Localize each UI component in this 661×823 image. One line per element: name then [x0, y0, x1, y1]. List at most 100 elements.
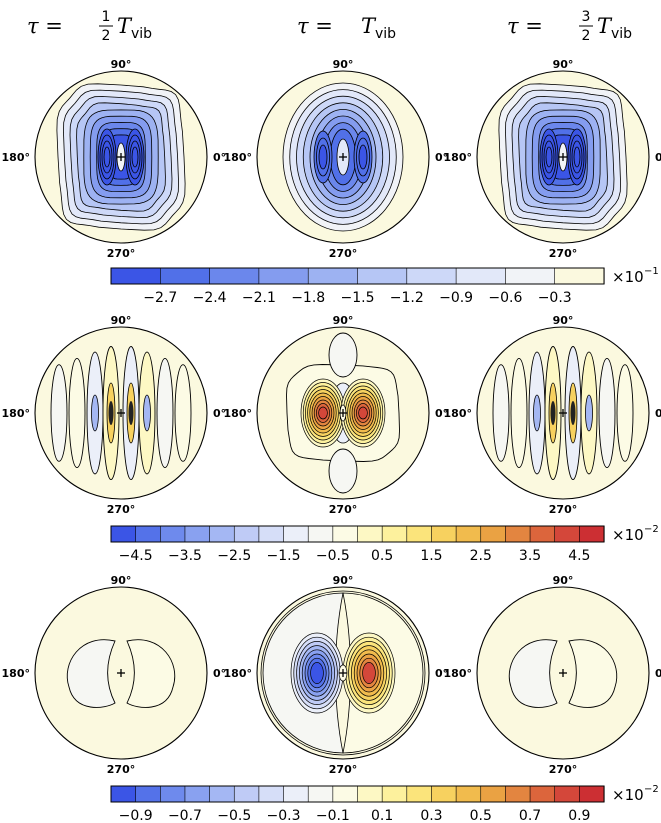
title-1-frac-num: 1	[102, 9, 111, 25]
title-1-T: T	[117, 14, 133, 38]
colorbar-bin	[455, 785, 482, 803]
colorbar-tick-label: −0.9	[119, 808, 153, 823]
colorbar-bin	[406, 785, 433, 803]
colorbar-tick-label: 3.5	[519, 548, 541, 564]
colorbar-tick-label: −2.1	[242, 290, 276, 306]
contour-core	[91, 394, 99, 432]
contour-level	[260, 590, 426, 756]
colorbar-bin	[110, 525, 137, 543]
colorbar-bin	[381, 785, 408, 803]
angle-label-0: 0°	[655, 667, 661, 680]
colorbar-tick-label: −0.1	[316, 808, 350, 823]
contour-stripe	[616, 364, 634, 462]
panel-row1-col1: 90° 180° 0° 270°	[2, 58, 227, 260]
contour-panels: 90°180°0°270°90°180°0°270°90°180°0°270°9…	[2, 58, 661, 776]
colorbar-tick-label: −2.7	[143, 290, 177, 306]
angle-label-270: 270°	[107, 763, 135, 776]
colorbar-tick-label: 4.5	[568, 548, 590, 564]
colorbar-bin	[406, 267, 457, 285]
contour-lobe	[358, 406, 368, 420]
contour-lobe-pos	[362, 662, 376, 684]
colorbar-tick-label: 0.3	[420, 808, 442, 823]
colorbar-bin	[307, 267, 359, 285]
angle-label-0: 0°	[435, 667, 448, 680]
colorbar-tick-label: 0.1	[371, 808, 393, 823]
contour-lobe	[318, 144, 328, 170]
colorbar-tick-label: −2.4	[193, 290, 227, 306]
colorbar-multiplier: ×10	[612, 786, 644, 804]
contour-lobe	[103, 146, 111, 168]
angle-label-90: 90°	[333, 314, 354, 327]
colorbar-row2: −4.5 −3.5 −2.5 −1.5 −0.5 0.5 1.5 2.5 3.5 4.5 ×10 −2	[110, 524, 659, 564]
contour-lobe	[318, 406, 328, 420]
colorbar-tick-label: 2.5	[470, 548, 492, 564]
colorbar-bin	[579, 525, 605, 543]
title-2-T: T	[361, 14, 377, 38]
colorbar-bin	[160, 267, 211, 285]
angle-label-90: 90°	[111, 574, 132, 587]
colorbar-tick-label: −0.5	[316, 548, 350, 564]
panel-row3-col2: 90° 180° 0° 270°	[224, 574, 449, 776]
colorbar-tick-label: −1.5	[267, 548, 301, 564]
title-3-prefix: τ =	[507, 14, 543, 38]
angle-label-180: 180°	[444, 407, 472, 420]
colorbar-tick-label: 0.5	[371, 548, 393, 564]
colorbar-tick-label: −1.2	[390, 290, 424, 306]
angle-label-270: 270°	[549, 247, 577, 260]
colorbar-bin	[505, 267, 556, 285]
contour-core-dark	[108, 401, 114, 425]
angle-label-90: 90°	[111, 314, 132, 327]
contour-stripe	[492, 364, 510, 462]
colorbar-bin	[209, 525, 235, 543]
colorbar-tick-label: −1.8	[291, 290, 325, 306]
colorbar-bin	[357, 525, 383, 543]
colorbar-tick-label: −0.6	[488, 290, 522, 306]
colorbar-multiplier-exponent: −2	[644, 784, 659, 795]
contour-core-dark	[550, 401, 556, 425]
contour-core-dark	[570, 401, 576, 425]
colorbar-bin	[110, 785, 137, 803]
colorbar-bin	[184, 525, 211, 543]
panel-row3-col3: 90° 180° 0° 270°	[444, 574, 661, 776]
colorbar-bin	[431, 785, 457, 803]
panel-row1-col3: 90° 180° 0° 270°	[444, 58, 661, 260]
colorbar-tick-label: −0.5	[217, 808, 251, 823]
contour-core	[585, 394, 593, 432]
contour-stripe	[598, 357, 616, 469]
contour-stripe	[68, 357, 86, 469]
panel-row2-col3: 90° 180° 0° 270°	[444, 314, 661, 516]
colorbar-bin	[455, 525, 482, 543]
angle-label-0: 0°	[213, 407, 226, 420]
panel-row3-col1: 90° 180° 0° 270°	[2, 574, 227, 776]
title-1-sub: vib	[131, 26, 152, 42]
title-3-frac-den: 2	[582, 28, 591, 44]
contour-lobe	[358, 144, 368, 170]
angle-label-180: 180°	[2, 151, 30, 164]
colorbar-row3: −0.9 −0.7 −0.5 −0.3 −0.1 0.1 0.3 0.5 0.7 0.9 ×10 −2	[110, 784, 659, 823]
colorbar-row1: −2.7 −2.4 −2.1 −1.8 −1.5 −1.2 −0.9 −0.6 −0.3 ×10−…	[110, 266, 659, 306]
contour-lobe-neg	[66, 639, 116, 708]
panel-row2-col2: 90° 180° 0° 270°	[224, 314, 449, 516]
panel-row1-col2: 90° 180° 0° 270°	[224, 58, 449, 260]
colorbar-bin	[258, 785, 285, 803]
colorbar-bin	[160, 785, 186, 803]
colorbar-bin	[480, 785, 507, 803]
contour-lobe-neg	[310, 662, 324, 684]
title-3-sub: vib	[611, 26, 632, 42]
colorbar-multiplier: ×10	[612, 268, 644, 286]
colorbar-bin	[529, 785, 556, 803]
colorbar-bin	[554, 267, 605, 285]
colorbar-bin	[209, 785, 235, 803]
colorbar-tick-label: −0.7	[168, 808, 202, 823]
colorbar-bin	[505, 785, 531, 803]
angle-label-90: 90°	[333, 574, 354, 587]
contour-lobe-pos	[126, 639, 176, 708]
colorbar-bin	[283, 785, 309, 803]
contour-lobe	[131, 146, 139, 168]
colorbar-bin	[455, 267, 507, 285]
angle-label-180: 180°	[444, 151, 472, 164]
contour-stripe	[156, 357, 174, 469]
angle-label-180: 180°	[224, 151, 252, 164]
title-2-sub: vib	[375, 26, 396, 42]
